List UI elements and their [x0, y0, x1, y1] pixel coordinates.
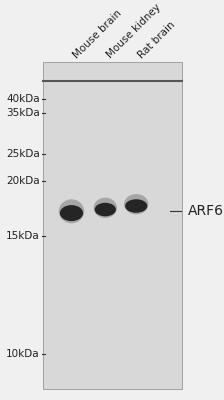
Text: 15kDa: 15kDa [6, 231, 40, 241]
Text: 40kDa: 40kDa [6, 94, 40, 104]
Text: Mouse brain: Mouse brain [71, 8, 124, 60]
Ellipse shape [95, 203, 116, 216]
Text: 35kDa: 35kDa [6, 108, 40, 118]
Ellipse shape [94, 198, 117, 218]
Ellipse shape [124, 194, 149, 214]
Text: ARF6: ARF6 [187, 204, 223, 218]
Text: 25kDa: 25kDa [6, 149, 40, 159]
Text: Rat brain: Rat brain [136, 19, 177, 60]
Text: 20kDa: 20kDa [6, 176, 40, 186]
FancyBboxPatch shape [43, 62, 182, 389]
Ellipse shape [60, 205, 83, 221]
Ellipse shape [125, 199, 147, 213]
Ellipse shape [59, 199, 84, 223]
Text: 10kDa: 10kDa [6, 349, 40, 359]
Text: Mouse kidney: Mouse kidney [105, 2, 163, 60]
